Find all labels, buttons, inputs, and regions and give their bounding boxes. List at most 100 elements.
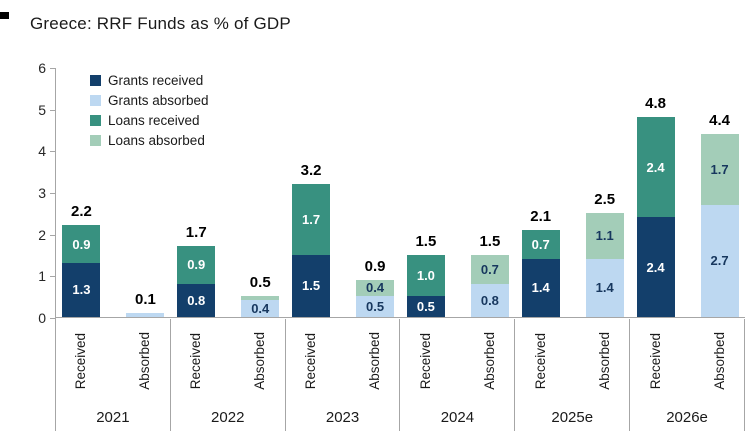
year-label: 2023: [325, 408, 360, 426]
year-group: 1.4 0.7 2.1 1.4 1.1 2.5: [515, 68, 630, 317]
bar-segment: 1.1: [585, 212, 624, 259]
bar-axis-label: Received: [532, 332, 548, 390]
legend-swatch-icon: [90, 95, 101, 106]
bar-label-slot: Received: [406, 319, 444, 403]
bar-total-label: 0.5: [249, 274, 271, 292]
bar-total-label: 0.1: [134, 290, 156, 308]
bar-label-row: Received Absorbed: [515, 319, 629, 403]
ytick-label: 5: [38, 101, 46, 118]
bar-segment: 1.3: [62, 262, 101, 317]
year-label: 2025e: [551, 408, 594, 426]
bar-total-label: 2.2: [70, 203, 92, 221]
legend-label: Loans received: [108, 113, 200, 128]
bar-label-slot: Absorbed: [356, 319, 394, 403]
ytick-label: 6: [38, 60, 46, 76]
stacked-bar: 1.5 1.7 3.2: [292, 162, 331, 317]
bar-label-row: Received Absorbed: [171, 319, 285, 403]
legend: Grants received Grants absorbed Loans rece…: [90, 73, 209, 148]
bar-total-label: 4.4: [709, 111, 730, 129]
ytick-mark: [50, 151, 56, 153]
bar-total-label: 2.1: [530, 207, 552, 225]
bar-segment: 0.7: [521, 229, 560, 259]
stacked-bar: 2.7 1.7 4.4: [700, 112, 739, 317]
bar-segment: 1.7: [292, 183, 331, 255]
bar-total-label: 4.8: [645, 95, 666, 112]
bar-label-slot: Received: [177, 319, 215, 403]
bar-label-slot: Absorbed: [126, 319, 164, 403]
bar-total-label: 1.5: [479, 232, 501, 250]
bar-axis-label: Received: [73, 332, 89, 390]
bar-total-label: 0.9: [364, 257, 386, 275]
ytick-mark: [50, 318, 56, 319]
bar-segment: 0.8: [470, 283, 509, 317]
x-group: Received Absorbed 2025e: [515, 319, 631, 431]
x-group: Received Absorbed 2026e: [630, 319, 745, 431]
legend-swatch-icon: [90, 135, 101, 146]
bar-segment: 0.9: [62, 225, 101, 263]
ytick-mark: [50, 193, 56, 194]
year-group: 0.5 1.0 1.5 0.8 0.7 1.5: [400, 68, 515, 317]
bar-segment: 0.7: [470, 254, 509, 284]
bar-segment: [241, 296, 280, 301]
legend-label: Grants received: [108, 73, 204, 88]
year-label: 2024: [440, 408, 475, 426]
bar-segment: 1.0: [406, 254, 445, 297]
ytick-mark: [50, 68, 56, 69]
year-label: 2021: [96, 408, 130, 426]
stacked-bar: 0.1: [126, 291, 165, 317]
bar-total-label: 3.2: [300, 161, 322, 179]
x-axis-labels: Received Absorbed 2021 Received Absorbed 2022…: [55, 319, 745, 431]
stray-mark: [0, 12, 9, 19]
stacked-bar: 2.4 2.4 4.8: [636, 95, 675, 317]
bar-axis-label: Absorbed: [711, 332, 727, 390]
bar-axis-label: Received: [188, 332, 204, 390]
stacked-bar: 0.8 0.7 1.5: [470, 233, 509, 317]
bar-segment: 0.4: [241, 300, 280, 317]
bar-segment: 2.7: [700, 204, 739, 317]
legend-item: Grants received: [90, 73, 209, 88]
bar-segment: 0.5: [356, 296, 395, 317]
stacked-bar: 0.8 0.9 1.7: [177, 224, 216, 317]
bar-total-label: 1.7: [185, 224, 207, 242]
bar-total-label: 2.5: [594, 190, 616, 208]
bar-axis-label: Absorbed: [252, 332, 268, 390]
ytick-label: 2: [38, 226, 46, 243]
bar-label-row: Received Absorbed: [56, 319, 170, 403]
bar-segment: 2.4: [636, 217, 675, 317]
bar-label-slot: Absorbed: [241, 319, 279, 403]
bar-label-row: Received Absorbed: [630, 319, 744, 403]
bar-axis-label: Received: [417, 332, 433, 390]
bar-label-row: Received Absorbed: [400, 319, 514, 403]
bar-axis-label: Received: [303, 332, 319, 390]
ytick-label: 4: [38, 143, 46, 160]
bar-axis-label: Absorbed: [367, 332, 383, 390]
ytick-label: 0: [38, 310, 46, 326]
bar-axis-label: Received: [647, 332, 663, 390]
x-group: Received Absorbed 2023: [286, 319, 401, 431]
legend-label: Loans absorbed: [108, 133, 205, 148]
stacked-bar: 0.5 0.4 0.9: [356, 258, 395, 317]
bar-segment: 0.5: [406, 296, 445, 317]
bar-label-slot: Absorbed: [700, 319, 738, 403]
bar-axis-label: Absorbed: [481, 332, 497, 390]
x-group: Received Absorbed 2022: [171, 319, 286, 431]
bar-label-slot: Received: [636, 319, 674, 403]
ytick-mark: [50, 234, 56, 236]
bar-total-label: 1.5: [415, 232, 437, 250]
bar-segment: 1.4: [521, 258, 560, 317]
bar-label-slot: Received: [521, 319, 559, 403]
year-label: 2026e: [666, 408, 708, 426]
bar-segment: 1.4: [585, 258, 624, 317]
bar-segment: [126, 312, 165, 317]
legend-swatch-icon: [90, 115, 101, 126]
legend-item: Grants absorbed: [90, 93, 209, 108]
ytick-label: 1: [38, 268, 46, 285]
bar-label-slot: Absorbed: [585, 319, 623, 403]
bar-label-slot: Absorbed: [470, 319, 508, 403]
stacked-bar: 0.5 1.0 1.5: [406, 233, 445, 317]
stacked-bar: 0.4 0.5: [241, 274, 280, 317]
year-group: 2.4 2.4 4.8 2.7 1.7 4.4: [630, 68, 745, 317]
ytick-mark: [50, 276, 56, 278]
bar-label-slot: Received: [62, 319, 100, 403]
